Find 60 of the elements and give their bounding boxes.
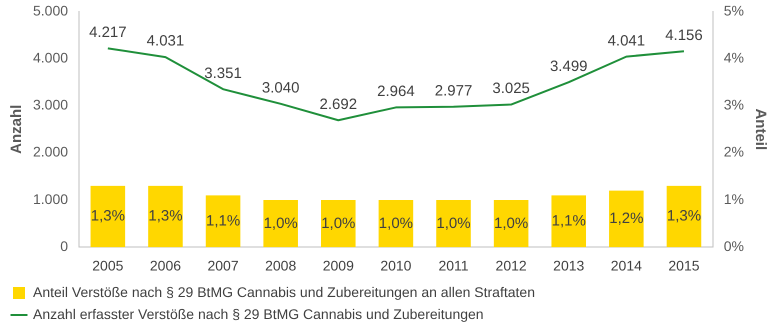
legend-label: Anzahl erfasster Verstöße nach § 29 BtMG Cannabis und Zubereitungen: [33, 306, 484, 322]
y2-tick-label: 3%: [724, 96, 744, 113]
data-label: 1,0%: [321, 214, 356, 232]
data-label: 3.040: [262, 79, 300, 96]
data-label: 2.692: [320, 96, 358, 113]
x-tick-label: 2014: [610, 257, 642, 274]
data-label: 2.977: [434, 82, 472, 100]
data-label: 1,1%: [206, 212, 240, 230]
data-label: 1,0%: [494, 214, 528, 232]
x-tick-label: 2010: [380, 257, 412, 274]
bar: [551, 195, 586, 248]
bar: [90, 186, 126, 248]
data-label: 3.499: [550, 58, 588, 75]
y2-tick-label: 4%: [724, 49, 744, 66]
y-tick-label: 1.000: [32, 190, 68, 207]
data-label: 1,3%: [90, 208, 125, 225]
x-tick-label: 2013: [553, 257, 585, 274]
x-tick-label: 2005: [92, 257, 124, 274]
y-tick-label: 0: [60, 238, 68, 254]
data-label: 4.156: [665, 26, 703, 44]
y2-axis-title: Anteil: [752, 108, 769, 150]
x-tick-label: 2006: [150, 257, 182, 274]
x-tick-label: 2008: [265, 257, 296, 274]
bar: [494, 200, 528, 248]
y-tick-label: 5.000: [32, 2, 68, 18]
y-tick-label: 3.000: [32, 96, 68, 113]
data-label: 1,2%: [609, 210, 644, 228]
data-label: 1,0%: [264, 214, 298, 232]
x-tick-label: 2015: [668, 257, 700, 274]
data-label: 1,3%: [148, 208, 183, 225]
x-tick-label: 2011: [438, 257, 469, 274]
bar: [206, 195, 240, 248]
data-label: 1,0%: [378, 214, 413, 232]
bar: [263, 200, 298, 248]
y-tick-label: 4.000: [32, 49, 68, 66]
y2-tick-label: 5%: [724, 2, 744, 18]
bar: [609, 190, 644, 248]
data-label: 1,3%: [666, 208, 702, 225]
y-tick-label: 2.000: [32, 144, 68, 160]
y2-tick-label: 1%: [724, 190, 744, 207]
data-label: 1,0%: [436, 214, 471, 232]
bar: [666, 186, 702, 248]
bar: [321, 200, 356, 248]
y2-tick-label: 0%: [724, 238, 744, 254]
bar: [378, 200, 414, 248]
y-axis-title: Anzahl: [8, 104, 26, 154]
legend-label: Anteil Verstöße nach § 29 BtMG Cannabis und Zubereitungen an allen Straftaten: [33, 284, 535, 300]
bar: [148, 186, 183, 248]
y2-tick-label: 2%: [724, 144, 744, 160]
data-label: 3.351: [204, 64, 242, 82]
data-label: 4.217: [89, 24, 127, 41]
x-tick-label: 2012: [496, 257, 527, 274]
data-label: 4.031: [146, 32, 184, 50]
data-label: 1,1%: [552, 212, 586, 230]
bar: [436, 200, 471, 248]
x-tick-label: 2009: [322, 257, 354, 274]
data-label: 3.025: [492, 80, 530, 98]
data-label: 2.964: [377, 83, 415, 100]
data-label: 4.041: [608, 32, 646, 50]
x-tick-label: 2007: [207, 257, 239, 274]
